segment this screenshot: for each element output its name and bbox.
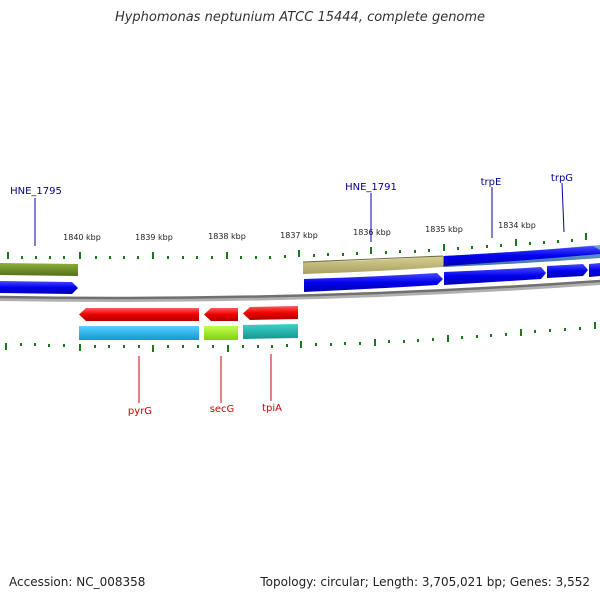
gene-label-secg[interactable]: secG <box>210 404 235 415</box>
tick-label: 1836 kbp <box>353 228 391 237</box>
backbone-shadow <box>0 281 600 302</box>
forward-gene-arrow[interactable] <box>444 246 600 266</box>
topology-text: Topology: circular; Length: 3,705,021 bp… <box>260 575 590 589</box>
forward-gene-arrow[interactable] <box>444 267 546 285</box>
reverse-gene-arrow[interactable] <box>243 306 298 320</box>
backbone <box>0 279 600 300</box>
cog-bar[interactable] <box>79 326 199 340</box>
gene-label-trpe[interactable]: trpE <box>481 177 502 188</box>
forward-gene-arrow[interactable] <box>304 273 443 292</box>
tick-label: 1840 kbp <box>63 233 101 242</box>
accession-text: Accession: NC_008358 <box>9 575 146 589</box>
cog-bar[interactable] <box>303 256 443 274</box>
cog-bar-outline <box>302 255 444 263</box>
tick-labels: 1840 kbp 1839 kbp 1838 kbp 1837 kbp 1836… <box>63 221 536 242</box>
reverse-gene-arrow[interactable] <box>79 308 199 321</box>
tick-label: 1838 kbp <box>208 232 246 241</box>
gene-label-tpia[interactable]: tpiA <box>262 403 282 414</box>
tick-label: 1834 kbp <box>498 221 536 230</box>
forward-gene-arrow[interactable] <box>0 281 78 294</box>
upper-tick-row <box>7 233 587 259</box>
forward-gene-arrow[interactable] <box>589 263 600 277</box>
gene-label-hne-1791[interactable]: HNE_1791 <box>345 182 397 193</box>
cog-bar[interactable] <box>0 263 78 276</box>
cog-bar[interactable] <box>204 326 238 340</box>
gene-label-pyrg[interactable]: pyrG <box>128 406 152 417</box>
tick-label: 1835 kbp <box>425 225 463 234</box>
cog-bar[interactable] <box>243 324 298 339</box>
top-label-leaders <box>34 182 565 246</box>
gene-label-hne-1795[interactable]: HNE_1795 <box>10 186 62 197</box>
lower-tick-row <box>5 322 596 352</box>
tick-label: 1839 kbp <box>135 233 173 242</box>
gene-label-trpg[interactable]: trpG <box>551 173 573 184</box>
tick-label: 1837 kbp <box>280 231 318 240</box>
reverse-gene-arrow[interactable] <box>204 308 238 321</box>
map-title: Hyphomonas neptunium ATCC 15444, complet… <box>114 10 486 25</box>
forward-gene-arrow[interactable] <box>547 264 588 278</box>
bottom-label-leaders <box>138 354 272 403</box>
